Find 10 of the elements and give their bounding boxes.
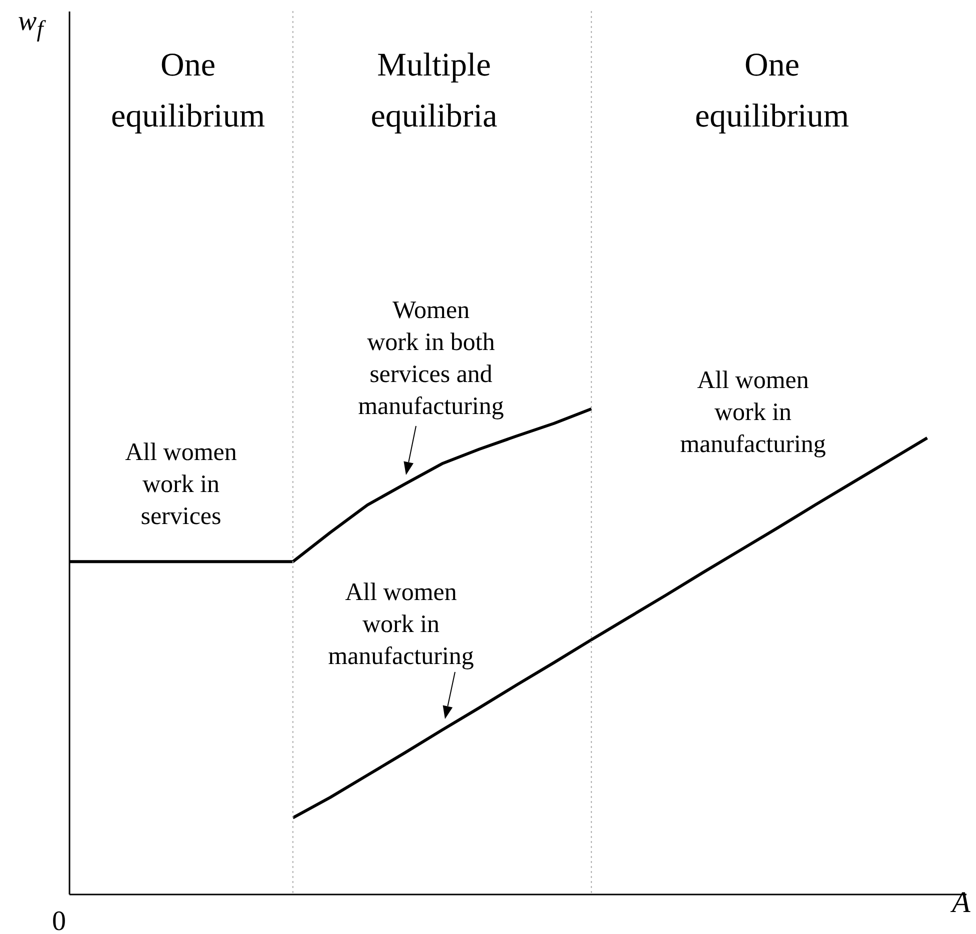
text: 0	[52, 906, 66, 934]
text: One equilibrium	[111, 48, 266, 134]
annotation: All women work in manufacturing	[680, 367, 826, 458]
text: One equilibrium	[695, 48, 850, 134]
annotation: All women work in services	[125, 439, 238, 530]
x-axis-title: A	[952, 886, 970, 920]
annotation: All women work in manufacturing	[328, 579, 474, 670]
text: w$_{f}$	[18, 6, 44, 44]
annotation: Women work in both services and manufacturing	[358, 297, 504, 420]
text: Multiple equilibria	[370, 48, 498, 134]
